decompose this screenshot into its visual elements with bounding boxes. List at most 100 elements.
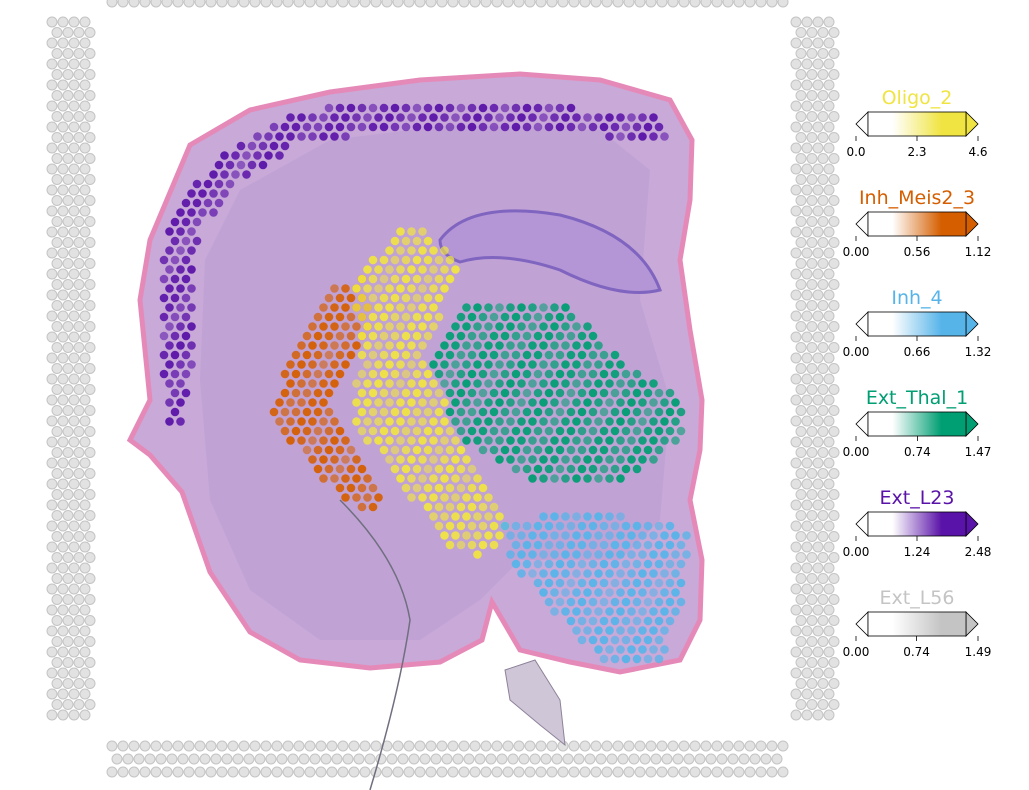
spot [258,160,268,170]
fiducial-spot [562,753,574,765]
spot [181,388,191,398]
spot [599,559,609,569]
spot [187,227,196,236]
fiducial-spot [84,363,96,374]
spot [187,322,196,331]
fiducial-spot [51,195,63,206]
spot [544,331,554,341]
spot [561,113,570,122]
fiducial-spot [812,667,824,679]
fiducial-spot [568,0,580,8]
spot [500,407,510,417]
fiducial-spot [117,740,129,752]
fiducial-spot [790,79,802,91]
spot [539,360,548,369]
spot [506,360,515,369]
spot [165,227,174,236]
spot [429,246,438,255]
fiducial-spot [801,247,813,259]
fiducial-spot [62,552,74,563]
spot [605,588,614,597]
fiducial-spot [84,279,96,290]
spot [390,464,400,474]
spot [495,436,504,445]
fiducial-spot [57,142,69,154]
spot [335,122,345,132]
spot [550,417,559,426]
fiducial-spot [79,331,91,343]
spot [434,350,444,360]
spot [418,246,427,255]
fiducial-spot [790,184,802,196]
spot [588,122,598,132]
fiducial-spot [790,625,802,637]
fiducial-spot [823,289,835,301]
spot [275,398,284,407]
fiducial-spot [68,268,80,280]
spot [616,417,625,426]
fiducial-spot [828,153,840,164]
spot [539,322,548,331]
hippocampus [438,209,662,294]
fiducial-spot [84,636,96,647]
fiducial-spot [51,426,63,437]
spot [627,132,636,141]
spot [671,607,680,616]
spot [577,426,587,436]
spot [176,246,185,255]
fiducial-spot [84,615,96,626]
fiducial-spot [645,0,657,8]
fiducial-spot [73,678,85,689]
spot [176,208,185,217]
spot [385,303,394,312]
fiducial-spot [315,0,327,8]
colorbar-tick-label: 4.6 [968,145,987,159]
fiber [339,499,411,790]
fiducial-spot [568,766,580,778]
fiducial-spot [46,541,58,553]
spot [341,436,350,445]
fiducial-spot [183,766,195,778]
fiducial-spot [812,352,824,364]
spot [352,493,361,502]
fiducial-spot [51,321,63,332]
spot [280,141,290,151]
spot [632,445,642,455]
spot [291,369,301,379]
spot [577,388,587,398]
fiducial-spot [51,342,63,353]
fiducial-spot [62,573,74,584]
colorbar-extend-high [965,311,979,337]
fiducial-spot [359,740,371,752]
spot [363,322,372,331]
spot [555,350,565,360]
spot [341,303,350,312]
fiducial-spot [84,678,96,689]
spot [495,113,504,122]
fiducial-spot [271,0,283,8]
spot [451,265,460,274]
spot [159,350,169,360]
spot [401,255,411,265]
fiducial-spot [177,753,189,765]
fiducial-spot [57,667,69,679]
fiducial-spot [84,321,96,332]
spot [418,360,427,369]
fiducial-spot [801,268,813,280]
fiducial-spot [817,468,829,479]
spot [302,350,312,360]
spot [605,398,614,407]
spot [467,502,477,512]
spot [379,350,389,360]
spot [566,312,576,322]
fiducial-spot [392,740,404,752]
spot [187,284,196,293]
fiducial-spot [447,0,459,8]
fiducial-spot [46,205,58,217]
spot [605,455,614,464]
spot [308,113,317,122]
fiducial-spot [68,499,80,511]
spot [324,426,334,436]
spot [550,436,559,445]
fiducial-spot [823,205,835,217]
